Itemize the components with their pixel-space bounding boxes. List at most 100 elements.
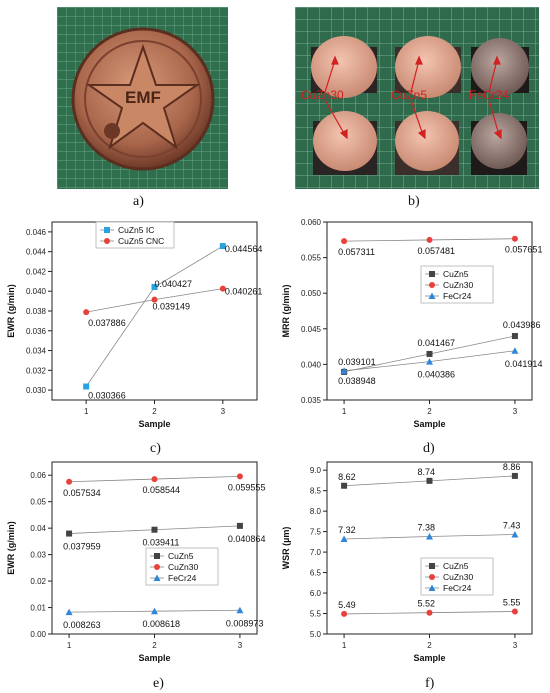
data-point — [151, 283, 158, 290]
legend-entry: FeCr24 — [168, 573, 197, 583]
series-line-cuzn5-ic — [85, 245, 224, 387]
data-label: 7.32 — [338, 525, 356, 535]
y-tick-label: 0.040 — [301, 360, 322, 369]
y-axis-label: EWR (g/min) — [6, 521, 16, 575]
y-tick-label: 0.00 — [30, 630, 46, 639]
data-point — [83, 383, 90, 390]
data-point — [511, 347, 519, 354]
data-point — [236, 473, 243, 480]
data-point — [219, 243, 226, 250]
data-point — [426, 236, 433, 243]
data-label: 0.041467 — [418, 338, 456, 348]
x-tick-label: 1 — [84, 407, 89, 416]
data-label: 5.52 — [418, 599, 436, 609]
y-tick-label: 0.03 — [30, 551, 46, 560]
y-tick-label: 0.034 — [26, 347, 47, 356]
legend-entry: FeCr24 — [443, 291, 472, 301]
sample-cylinders — [311, 36, 529, 175]
samples-image: CuZn30 CuZn5 FeCr24 — [295, 7, 539, 189]
y-tick-label: 5.5 — [310, 610, 322, 619]
data-point — [426, 358, 433, 365]
legend-marker — [429, 271, 435, 277]
data-label: 0.040386 — [418, 370, 456, 380]
data-point — [511, 530, 519, 538]
legend-entry: CuZn30 — [443, 572, 474, 582]
y-tick-label: 0.04 — [30, 524, 46, 533]
data-label: 0.043986 — [503, 320, 541, 330]
legend-entry: CuZn30 — [168, 562, 199, 572]
data-point — [65, 608, 73, 616]
legend-entry: CuZn5 IC — [118, 225, 154, 235]
legend-marker — [104, 227, 110, 233]
data-label: 7.38 — [418, 523, 436, 533]
data-label: 8.74 — [418, 467, 436, 477]
data-point — [426, 609, 433, 616]
data-label: 8.86 — [503, 462, 521, 472]
y-tick-label: 0.06 — [30, 471, 46, 480]
legend-entry: FeCr24 — [443, 583, 472, 593]
y-tick-label: 0.038 — [26, 307, 47, 316]
y-tick-label: 7.5 — [310, 528, 322, 537]
y-tick-label: 8.0 — [310, 507, 322, 516]
data-label: 0.057311 — [338, 247, 375, 257]
label-cuzn30: CuZn30 — [301, 88, 344, 102]
data-label: 0.008973 — [226, 618, 264, 628]
data-label: 0.059555 — [228, 482, 266, 492]
x-axis-label: Sample — [413, 653, 445, 663]
x-tick-label: 1 — [342, 407, 347, 416]
data-point — [83, 309, 90, 316]
data-label: 0.039411 — [143, 538, 180, 548]
legend-entry: CuZn5 — [168, 551, 194, 561]
data-point — [66, 530, 73, 537]
y-axis-label: WSR (µm) — [281, 527, 291, 570]
x-tick-label: 2 — [152, 407, 157, 416]
y-axis-label: MRR (g/min) — [281, 285, 291, 338]
data-label: 0.040427 — [155, 279, 193, 289]
y-tick-label: 9.0 — [310, 466, 322, 475]
data-point — [151, 526, 158, 533]
y-tick-label: 0.030 — [26, 386, 47, 395]
chart-e: 0.00 0.01 0.02 0.03 0.04 0.05 0.06 1 2 3 Sample EWR… — [6, 461, 266, 663]
legend-entry: CuZn5 — [443, 269, 469, 279]
coin-emblem-text: EMF — [125, 88, 161, 107]
x-tick-label: 1 — [342, 641, 347, 650]
data-label: 0.057481 — [418, 246, 456, 256]
legend-marker — [428, 292, 436, 299]
data-label: 0.040261 — [225, 287, 263, 297]
label-fecr24: FeCr24 — [469, 88, 509, 102]
coin-image: EMF — [57, 7, 228, 189]
caption-b: b) — [408, 194, 420, 209]
data-point — [426, 350, 433, 357]
data-label: 0.008618 — [143, 619, 181, 629]
x-tick-label: 2 — [427, 407, 432, 416]
y-tick-label: 0.044 — [26, 248, 47, 257]
data-point — [340, 367, 348, 374]
chart-d: 0.035 0.040 0.045 0.050 0.055 0.060 1 2 3 Sample M… — [281, 218, 543, 429]
caption-f: f) — [425, 676, 435, 691]
data-point — [151, 476, 158, 483]
data-point — [236, 522, 243, 529]
data-label: 0.057651 — [505, 245, 543, 255]
y-tick-label: 6.0 — [310, 589, 322, 598]
x-tick-label: 3 — [238, 641, 243, 650]
photo-a-coin: EMF — [57, 7, 228, 189]
data-label: 0.037959 — [63, 542, 101, 552]
caption-d: d) — [423, 441, 435, 456]
data-point — [341, 482, 348, 489]
data-point — [219, 285, 226, 292]
data-point — [511, 333, 518, 340]
y-tick-label: 0.036 — [26, 327, 47, 336]
y-axis-label: EWR (g/min) — [6, 284, 16, 338]
legend-marker — [428, 584, 436, 591]
legend-marker — [104, 238, 110, 244]
chart-f: 5.0 5.5 6.0 6.5 7.0 7.5 8.0 8.5 9.0 1 2 3 Sample WSR … — [281, 461, 533, 663]
data-label: 0.030366 — [88, 390, 126, 400]
data-point — [341, 610, 348, 617]
data-label: 0.037886 — [88, 318, 126, 328]
data-label: 0.058544 — [143, 485, 181, 495]
y-tick-label: 7.0 — [310, 548, 322, 557]
y-tick-label: 0.01 — [30, 604, 46, 613]
x-axis-label: Sample — [138, 653, 170, 663]
